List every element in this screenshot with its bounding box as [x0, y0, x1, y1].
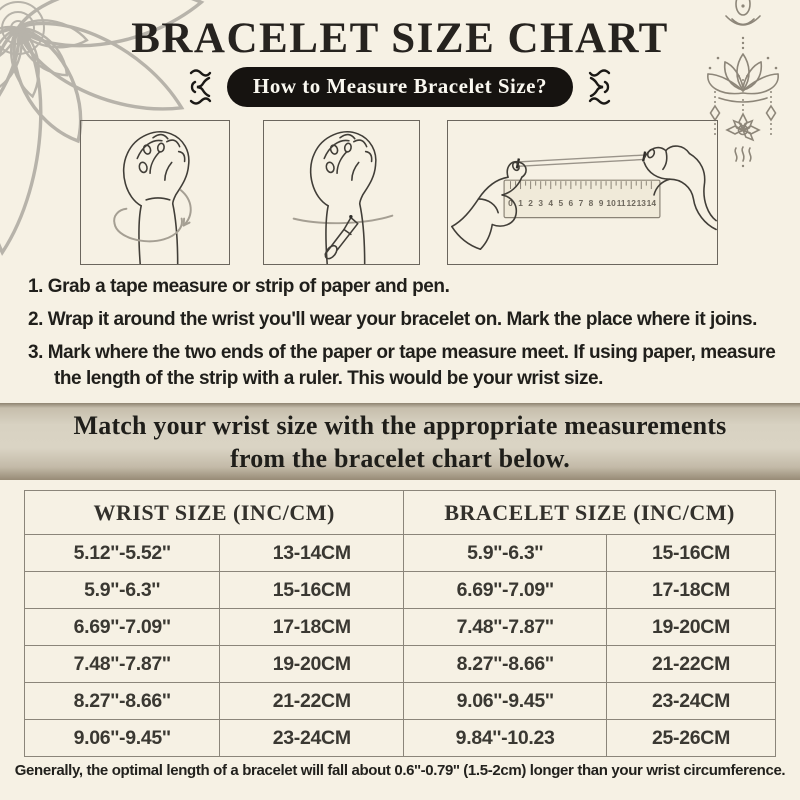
size-cell: 9.06''-9.45'' — [23, 719, 221, 757]
size-cell: 17-18CM — [219, 608, 405, 646]
size-cell: 19-20CM — [219, 645, 405, 683]
ruler-number: 5 — [558, 198, 563, 208]
wrist-size-header: WRIST SIZE (INC/CM) — [23, 490, 405, 535]
hand-with-tape-icon — [113, 131, 192, 264]
size-cell: 7.48''-7.87'' — [23, 645, 221, 683]
ruler-number: 12 — [627, 198, 637, 208]
banner-line-1: Match your wrist size with the appropria… — [73, 410, 727, 440]
lotus-ornament-icon — [707, 0, 779, 168]
size-cell: 9.06''-9.45'' — [403, 682, 607, 720]
size-cell: 17-18CM — [606, 571, 776, 609]
hands-with-ruler-icon: 0 1 2 3 4 5 6 7 8 9 10 11 12 13 14 — [451, 145, 717, 250]
mandala-flower-icon — [0, 0, 205, 256]
size-cell: 7.48''-7.87'' — [403, 608, 607, 646]
curly-flourish-right-icon — [588, 69, 611, 105]
table-row: 6.69''-7.09'' 17-18CM 7.48''-7.87'' 19-20CM — [23, 608, 776, 646]
step-item: 1. Grab a tape measure or strip of paper… — [28, 276, 450, 297]
size-cell: 13-14CM — [219, 534, 405, 572]
ruler-number: 9 — [599, 198, 604, 208]
size-cell: 15-16CM — [219, 571, 405, 609]
step-item: 2. Wrap it around the wrist you'll wear … — [28, 309, 757, 330]
footer-note: Generally, the optimal length of a brace… — [14, 762, 786, 779]
size-cell: 8.27''-8.66'' — [403, 645, 607, 683]
ruler-number: 6 — [569, 198, 574, 208]
table-row: 5.12''-5.52'' 13-14CM 5.9''-6.3'' 15-16CM — [23, 534, 776, 572]
ruler-number: 14 — [647, 198, 657, 208]
pill-heading: How to Measure Bracelet Size? — [226, 67, 574, 107]
size-cell: 19-20CM — [606, 608, 776, 646]
size-cell: 5.12''-5.52'' — [23, 534, 221, 572]
page-title: BRACELET SIZE CHART — [131, 15, 669, 62]
match-size-banner: Match your wrist size with the appropria… — [0, 403, 800, 480]
instruction-steps: 1. Grab a tape measure or strip of paper… — [28, 274, 776, 399]
size-cell: 23-24CM — [606, 682, 776, 720]
size-table-container: WRIST SIZE (INC/CM) BRACELET SIZE (INC/C… — [23, 490, 776, 757]
ruler-number: 1 — [518, 198, 523, 208]
illustration-mark-with-pen — [263, 120, 420, 265]
ruler-number: 8 — [589, 198, 594, 208]
size-cell: 23-24CM — [219, 719, 405, 757]
ruler-number: 3 — [538, 198, 543, 208]
ruler-number: 4 — [548, 198, 553, 208]
ruler-number: 2 — [528, 198, 533, 208]
illustration-ruler-measure: 0 1 2 3 4 5 6 7 8 9 10 11 12 13 14 — [447, 120, 718, 265]
size-cell: 15-16CM — [606, 534, 776, 572]
table-row: 5.9''-6.3'' 15-16CM 6.69''-7.09'' 17-18CM — [23, 571, 776, 609]
table-row: 9.06''-9.45'' 23-24CM 9.84''-10.23 25-26CM — [23, 719, 776, 757]
pill-banner-row: How to Measure Bracelet Size? — [0, 66, 800, 108]
table-header-row: WRIST SIZE (INC/CM) BRACELET SIZE (INC/C… — [23, 490, 776, 535]
size-cell: 5.9''-6.3'' — [23, 571, 221, 609]
ruler-number: 13 — [637, 198, 647, 208]
banner-line-2: from the bracelet chart below. — [230, 443, 570, 473]
size-cell: 5.9''-6.3'' — [403, 534, 607, 572]
ruler-number: 11 — [617, 198, 626, 208]
bracelet-size-header: BRACELET SIZE (INC/CM) — [403, 490, 776, 535]
size-cell: 6.69''-7.09'' — [403, 571, 607, 609]
hand-with-pen-icon — [292, 131, 394, 264]
size-cell: 21-22CM — [606, 645, 776, 683]
size-cell: 25-26CM — [606, 719, 776, 757]
illustration-tape-around-wrist — [80, 120, 230, 265]
ruler-number: 0 — [508, 198, 513, 208]
size-cell: 8.27''-8.66'' — [23, 682, 221, 720]
step-item: 3. Mark where the two ends of the paper … — [28, 342, 776, 389]
ruler-number: 7 — [579, 198, 584, 208]
table-row: 7.48''-7.87'' 19-20CM 8.27''-8.66'' 21-22CM — [23, 645, 776, 683]
table-row: 8.27''-8.66'' 21-22CM 9.06''-9.45'' 23-24CM — [23, 682, 776, 720]
size-cell: 21-22CM — [219, 682, 405, 720]
curly-flourish-left-icon — [189, 69, 212, 105]
ruler — [503, 179, 661, 219]
size-cell: 6.69''-7.09'' — [23, 608, 221, 646]
size-cell: 9.84''-10.23 — [403, 719, 607, 757]
size-table: WRIST SIZE (INC/CM) BRACELET SIZE (INC/C… — [23, 490, 776, 757]
ruler-number: 10 — [606, 198, 616, 208]
